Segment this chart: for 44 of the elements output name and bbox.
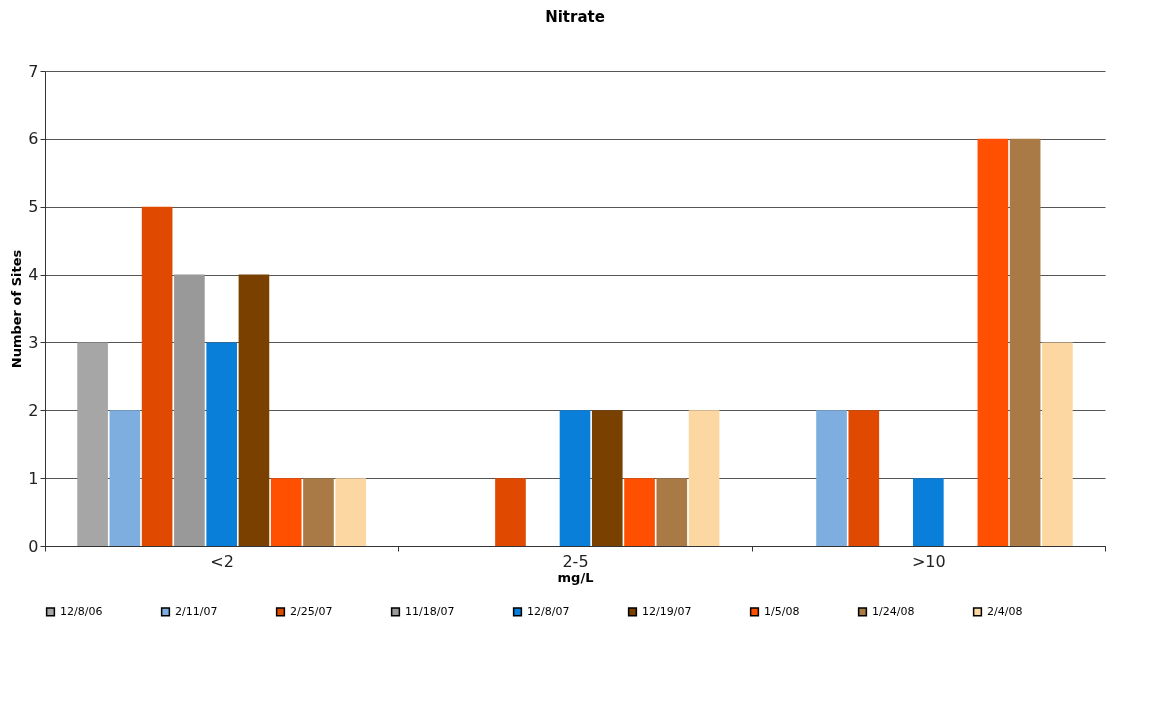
bar — [591, 410, 623, 546]
bar — [303, 478, 334, 546]
legend-label: 11/18/07 — [405, 604, 455, 618]
bar — [109, 410, 141, 546]
y-tick-label: 3 — [28, 332, 39, 352]
y-axis-title: Number of Sites — [9, 249, 25, 369]
y-tick-label: 5 — [28, 197, 39, 217]
legend-label: 2/4/08 — [987, 604, 1023, 618]
legend-label: 1/24/08 — [872, 604, 915, 618]
y-tick-label: 0 — [28, 536, 39, 556]
bar — [141, 206, 173, 546]
bar — [656, 478, 688, 546]
x-axis-title: mg/L — [557, 569, 594, 585]
legend-label: 2/11/07 — [175, 604, 218, 618]
bar — [495, 478, 526, 546]
bar — [1009, 138, 1041, 546]
legend-label: 2/25/07 — [290, 604, 333, 618]
bar — [848, 410, 880, 546]
bar — [624, 478, 655, 546]
bar — [977, 138, 1009, 546]
y-tick-label: 2 — [28, 400, 39, 420]
bar — [206, 342, 237, 546]
y-tick-label: 4 — [28, 265, 39, 285]
legend-label: 12/19/07 — [642, 604, 692, 618]
y-tick-label: 7 — [28, 61, 39, 81]
bar — [77, 342, 108, 546]
y-tick-label: 6 — [28, 129, 39, 149]
bar — [1042, 342, 1073, 546]
chart-title: Nitrate — [545, 8, 605, 26]
x-tick-label: 2-5 — [562, 551, 589, 571]
bar — [688, 410, 720, 546]
bar — [270, 478, 302, 546]
bar — [238, 274, 270, 546]
legend-label: 1/5/08 — [764, 604, 800, 618]
bar — [913, 478, 944, 546]
bar — [335, 478, 367, 546]
legend-label: 12/8/07 — [527, 604, 570, 618]
bar — [559, 410, 591, 546]
x-tick-label: <2 — [210, 551, 234, 571]
x-tick-label: >10 — [911, 551, 946, 571]
bar — [174, 274, 205, 546]
y-tick-label: 1 — [28, 468, 39, 488]
bar — [816, 410, 847, 546]
legend-label: 12/8/06 — [60, 604, 103, 618]
